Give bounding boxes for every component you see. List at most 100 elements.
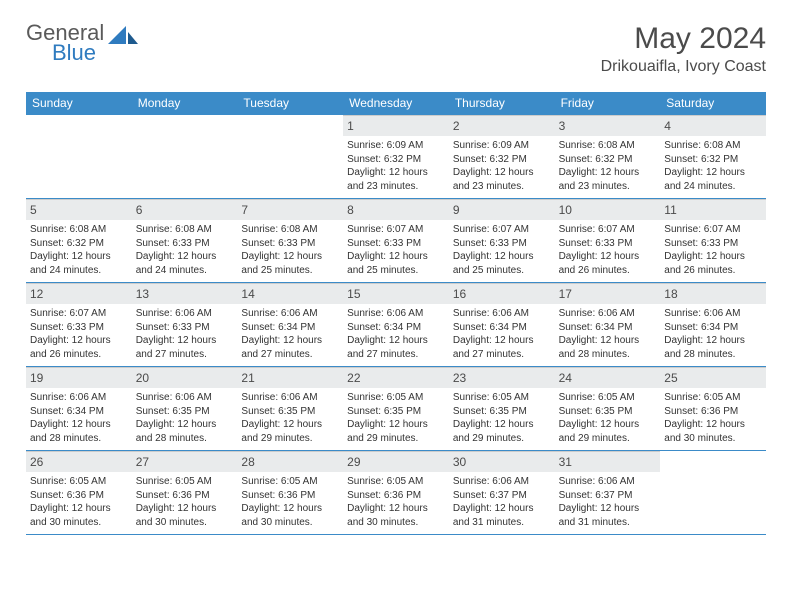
day-info: Sunrise: 6:05 AMSunset: 6:35 PMDaylight:… [559, 391, 657, 445]
day-info: Sunrise: 6:06 AMSunset: 6:34 PMDaylight:… [347, 307, 445, 361]
day-number: 16 [449, 283, 555, 304]
sunset-text: Sunset: 6:32 PM [347, 153, 445, 167]
sunset-text: Sunset: 6:32 PM [30, 237, 128, 251]
sunset-text: Sunset: 6:37 PM [453, 489, 551, 503]
day-info: Sunrise: 6:06 AMSunset: 6:33 PMDaylight:… [136, 307, 234, 361]
sunrise-text: Sunrise: 6:05 AM [664, 391, 762, 405]
calendar-cell: 17Sunrise: 6:06 AMSunset: 6:34 PMDayligh… [555, 283, 661, 366]
day-info: Sunrise: 6:06 AMSunset: 6:37 PMDaylight:… [453, 475, 551, 529]
sunset-text: Sunset: 6:36 PM [241, 489, 339, 503]
header: General Blue May 2024 Drikouaifla, Ivory… [26, 22, 766, 76]
calendar-cell [26, 115, 132, 198]
daylight-text: Daylight: 12 hours and 31 minutes. [453, 502, 551, 529]
sunset-text: Sunset: 6:36 PM [136, 489, 234, 503]
sunset-text: Sunset: 6:34 PM [241, 321, 339, 335]
day-info: Sunrise: 6:07 AMSunset: 6:33 PMDaylight:… [30, 307, 128, 361]
sunset-text: Sunset: 6:33 PM [453, 237, 551, 251]
day-info: Sunrise: 6:05 AMSunset: 6:35 PMDaylight:… [347, 391, 445, 445]
calendar-cell: 24Sunrise: 6:05 AMSunset: 6:35 PMDayligh… [555, 367, 661, 450]
day-number: 8 [343, 199, 449, 220]
day-number: 31 [555, 451, 661, 472]
calendar-cell: 3Sunrise: 6:08 AMSunset: 6:32 PMDaylight… [555, 115, 661, 198]
day-info: Sunrise: 6:08 AMSunset: 6:33 PMDaylight:… [241, 223, 339, 277]
day-number: 28 [237, 451, 343, 472]
day-number: 26 [26, 451, 132, 472]
daylight-text: Daylight: 12 hours and 27 minutes. [347, 334, 445, 361]
day-number: 1 [343, 115, 449, 136]
day-number: 23 [449, 367, 555, 388]
daylight-text: Daylight: 12 hours and 29 minutes. [241, 418, 339, 445]
day-info: Sunrise: 6:07 AMSunset: 6:33 PMDaylight:… [453, 223, 551, 277]
day-info: Sunrise: 6:09 AMSunset: 6:32 PMDaylight:… [453, 139, 551, 193]
calendar-cell: 6Sunrise: 6:08 AMSunset: 6:33 PMDaylight… [132, 199, 238, 282]
sunrise-text: Sunrise: 6:06 AM [136, 307, 234, 321]
calendar-cell: 5Sunrise: 6:08 AMSunset: 6:32 PMDaylight… [26, 199, 132, 282]
day-number: 22 [343, 367, 449, 388]
day-number: 30 [449, 451, 555, 472]
sunset-text: Sunset: 6:34 PM [453, 321, 551, 335]
sunrise-text: Sunrise: 6:07 AM [347, 223, 445, 237]
daylight-text: Daylight: 12 hours and 27 minutes. [241, 334, 339, 361]
daylight-text: Daylight: 12 hours and 23 minutes. [347, 166, 445, 193]
day-info: Sunrise: 6:07 AMSunset: 6:33 PMDaylight:… [664, 223, 762, 277]
calendar-cell: 2 Sunrise: 6:09 AMSunset: 6:32 PMDaylight… [449, 115, 555, 198]
calendar-cell: 7Sunrise: 6:08 AMSunset: 6:33 PMDaylight… [237, 199, 343, 282]
sunset-text: Sunset: 6:33 PM [30, 321, 128, 335]
sunrise-text: Sunrise: 6:06 AM [559, 307, 657, 321]
calendar-cell: 4Sunrise: 6:08 AMSunset: 6:32 PMDaylight… [660, 115, 766, 198]
sunrise-text: Sunrise: 6:06 AM [136, 391, 234, 405]
sunset-text: Sunset: 6:33 PM [136, 237, 234, 251]
day-number: 13 [132, 283, 238, 304]
sunset-text: Sunset: 6:35 PM [136, 405, 234, 419]
sunrise-text: Sunrise: 6:06 AM [30, 391, 128, 405]
day-number [237, 115, 343, 135]
day-number: 15 [343, 283, 449, 304]
sunrise-text: Sunrise: 6:06 AM [347, 307, 445, 321]
calendar-cell: 25Sunrise: 6:05 AMSunset: 6:36 PMDayligh… [660, 367, 766, 450]
sunset-text: Sunset: 6:35 PM [559, 405, 657, 419]
daylight-text: Daylight: 12 hours and 23 minutes. [453, 166, 551, 193]
sunrise-text: Sunrise: 6:06 AM [664, 307, 762, 321]
calendar-cell: 10Sunrise: 6:07 AMSunset: 6:33 PMDayligh… [555, 199, 661, 282]
day-info: Sunrise: 6:05 AMSunset: 6:36 PMDaylight:… [136, 475, 234, 529]
day-info: Sunrise: 6:07 AMSunset: 6:33 PMDaylight:… [347, 223, 445, 277]
calendar-cell: 31 Sunrise: 6:06 AMSunset: 6:37 PMDayligh… [555, 451, 661, 534]
daylight-text: Daylight: 12 hours and 27 minutes. [136, 334, 234, 361]
day-info: Sunrise: 6:06 AMSunset: 6:34 PMDaylight:… [30, 391, 128, 445]
day-number: 27 [132, 451, 238, 472]
week-row: 19 Sunrise: 6:06 AMSunset: 6:34 PMDayligh… [26, 367, 766, 451]
calendar-cell: 19 Sunrise: 6:06 AMSunset: 6:34 PMDayligh… [26, 367, 132, 450]
day-info: Sunrise: 6:06 AMSunset: 6:37 PMDaylight:… [559, 475, 657, 529]
calendar-cell: 18 Sunrise: 6:06 AMSunset: 6:34 PMDayligh… [660, 283, 766, 366]
week-row: 12Sunrise: 6:07 AMSunset: 6:33 PMDayligh… [26, 283, 766, 367]
daylight-text: Daylight: 12 hours and 28 minutes. [664, 334, 762, 361]
sunrise-text: Sunrise: 6:05 AM [241, 475, 339, 489]
day-info: Sunrise: 6:05 AMSunset: 6:35 PMDaylight:… [453, 391, 551, 445]
calendar-cell: 14Sunrise: 6:06 AMSunset: 6:34 PMDayligh… [237, 283, 343, 366]
day-number: 18 [660, 283, 766, 304]
day-info: Sunrise: 6:05 AMSunset: 6:36 PMDaylight:… [664, 391, 762, 445]
day-number: 21 [237, 367, 343, 388]
daylight-text: Daylight: 12 hours and 24 minutes. [664, 166, 762, 193]
sunrise-text: Sunrise: 6:06 AM [241, 307, 339, 321]
sunrise-text: Sunrise: 6:07 AM [453, 223, 551, 237]
daylight-text: Daylight: 12 hours and 28 minutes. [30, 418, 128, 445]
sunset-text: Sunset: 6:34 PM [664, 321, 762, 335]
sunrise-text: Sunrise: 6:08 AM [30, 223, 128, 237]
sunrise-text: Sunrise: 6:07 AM [30, 307, 128, 321]
sunrise-text: Sunrise: 6:07 AM [664, 223, 762, 237]
daylight-text: Daylight: 12 hours and 25 minutes. [453, 250, 551, 277]
calendar-cell: 16Sunrise: 6:06 AMSunset: 6:34 PMDayligh… [449, 283, 555, 366]
day-header-wednesday: Wednesday [343, 92, 449, 115]
calendar: Sunday Monday Tuesday Wednesday Thursday… [26, 92, 766, 535]
sunset-text: Sunset: 6:35 PM [241, 405, 339, 419]
day-number: 12 [26, 283, 132, 304]
daylight-text: Daylight: 12 hours and 26 minutes. [664, 250, 762, 277]
weeks-container: 1Sunrise: 6:09 AMSunset: 6:32 PMDaylight… [26, 115, 766, 535]
sunrise-text: Sunrise: 6:06 AM [453, 475, 551, 489]
sunset-text: Sunset: 6:33 PM [241, 237, 339, 251]
daylight-text: Daylight: 12 hours and 29 minutes. [347, 418, 445, 445]
day-number: 19 [26, 367, 132, 388]
sunset-text: Sunset: 6:33 PM [664, 237, 762, 251]
day-number: 2 [449, 115, 555, 136]
